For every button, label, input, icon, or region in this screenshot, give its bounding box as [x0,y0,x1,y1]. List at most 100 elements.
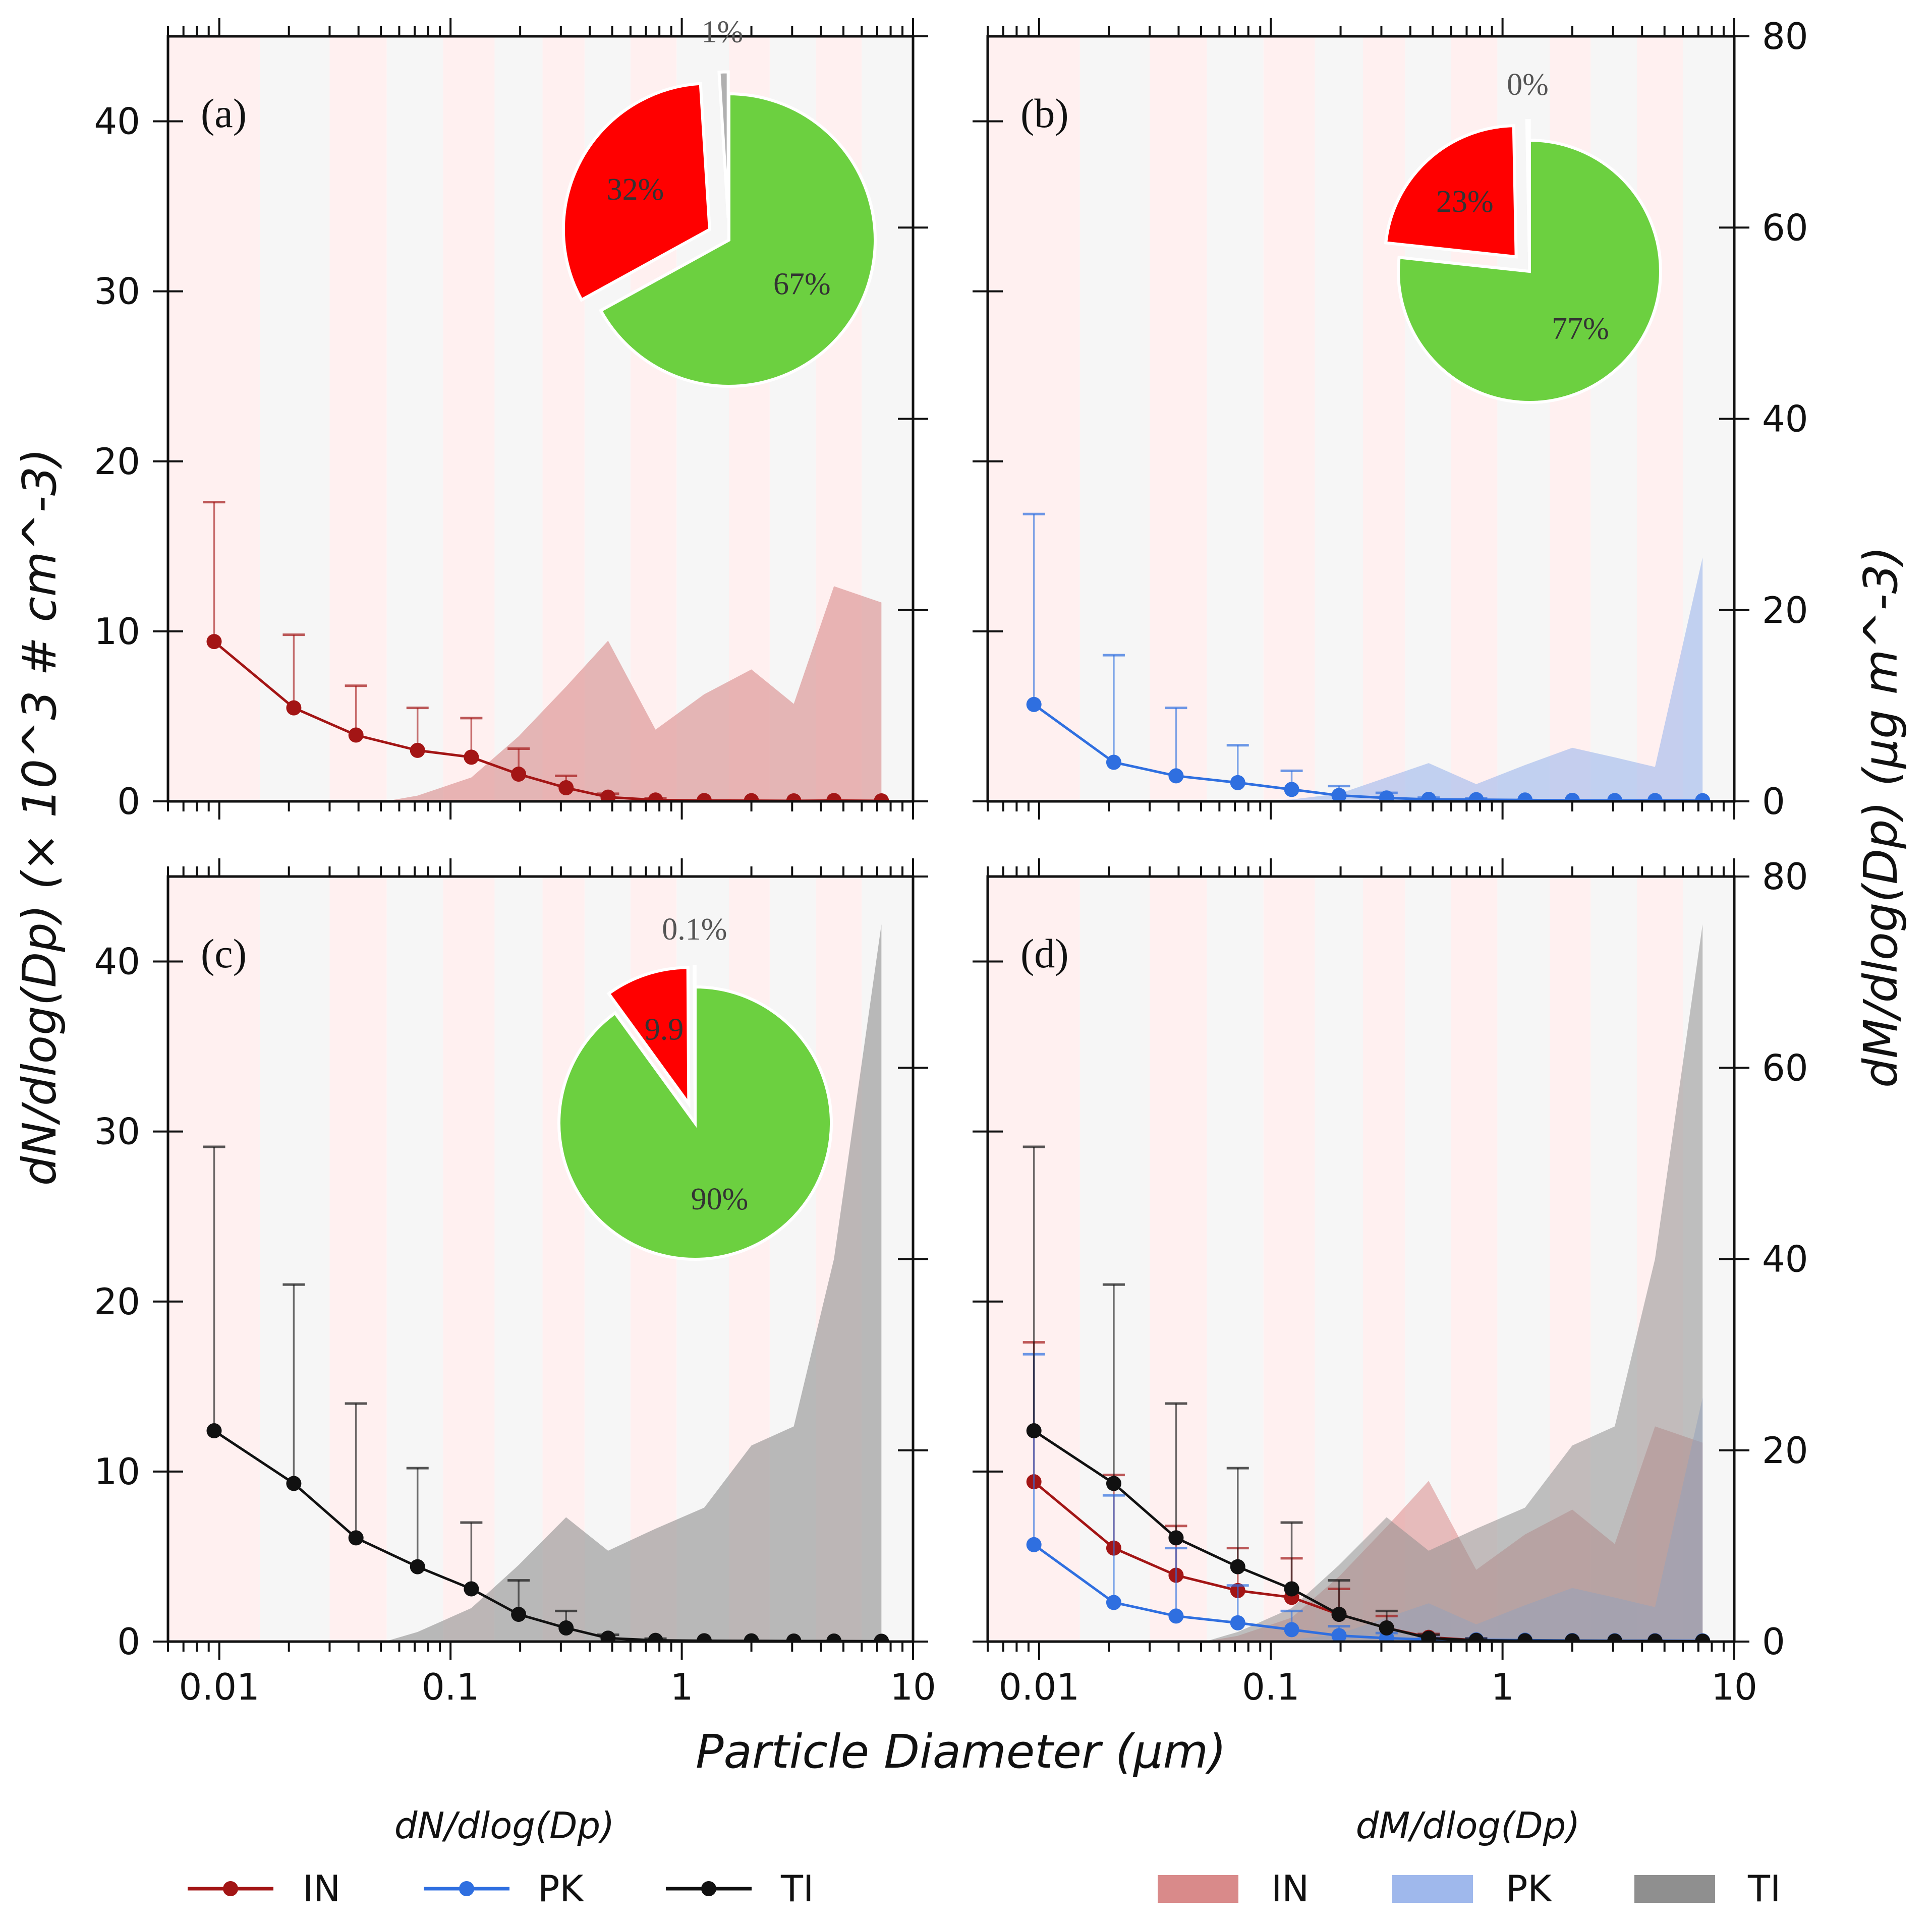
data-point [558,780,574,796]
x-axis-label: Particle Diameter (μm) [696,1725,1226,1779]
data-point [1168,768,1184,784]
y-right-tick-label: 40 [1762,398,1808,440]
data-point [786,793,802,801]
y-right-tick-label: 0 [1762,780,1785,823]
legend-mass-in-swatch [1158,1875,1238,1903]
data-point [874,793,889,801]
panel-letter: (b) [1020,90,1069,136]
y-left-tick-label: 40 [94,941,140,983]
data-point [1106,754,1121,770]
background-stripe [443,36,495,801]
panel-c: 0.01 0.1 1 10 0 10 20 30 40 (c) 0.1% 9.9 90% [94,858,936,1708]
y-left-tick-label: 30 [94,1111,140,1153]
pie-slice [561,82,711,302]
background-stripe [1150,877,1207,1642]
data-point [206,634,222,650]
data-point [696,1633,712,1642]
pie-chart: 0.1% 9.9 90% [557,912,833,1261]
data-point [826,1633,842,1642]
data-point [600,789,616,801]
background-stripe [1150,36,1207,801]
mass-areas [214,586,882,801]
legend-mass-title: dM/dlog(Dp) [1356,1804,1580,1847]
pie-slice [557,985,833,1261]
data-point [1106,1595,1121,1610]
y-left-ticks [973,960,1003,1643]
y-left-tick-label: 0 [117,1620,140,1663]
x-tick-label: 0.1 [422,1666,480,1708]
panel-letter: (c) [201,930,247,976]
data-point [1517,792,1533,801]
y-left-axis-label: dN/dlog(Dp) (× 10^3 # cm^-3) [13,448,67,1186]
y-right-tick-label: 80 [1762,855,1808,898]
y-right-ticks: 0 20 40 60 80 [1719,855,1808,1663]
legend-mass-in: IN [1158,1867,1309,1910]
pie-label: 32% [607,172,664,207]
data-point [1331,1607,1347,1622]
y-right-tick-label: 20 [1762,589,1808,631]
data-point [1647,1633,1663,1642]
legend-number: dN/dlog(Dp) IN PK TI [188,1804,814,1910]
pie-slice [1397,138,1662,404]
y-left-tick-label: 10 [94,1450,140,1493]
x-tick-label: 1 [1491,1666,1514,1708]
legend-mass-pk-label: PK [1506,1867,1552,1910]
y-right-tick-label: 40 [1762,1238,1808,1280]
mass-area-ti [214,924,882,1642]
background-stripe [1263,36,1315,801]
pie-chart: 0% 23% 77% [1384,68,1662,404]
data-point [696,793,712,801]
data-point [648,792,663,801]
data-point [826,793,842,801]
legend-mass-in-label: IN [1271,1867,1309,1910]
legend-number-pk-marker [459,1881,474,1896]
data-point [1026,1423,1042,1438]
legend-mass: dM/dlog(Dp) IN PK TI [1158,1804,1781,1910]
data-point [348,727,364,743]
data-point [786,1633,802,1642]
background-stripe [443,877,495,1642]
legend-number-in: IN [188,1867,340,1910]
x-ticks [987,18,1735,820]
panel-b: 0 20 40 60 80 (b) 0% 23% 77% [973,15,1808,823]
y-right-ticks: 0 20 40 60 80 [1719,15,1808,823]
data-point [1230,1615,1245,1630]
data-point [1647,793,1663,801]
legend-number-pk-label: PK [538,1867,584,1910]
legend-mass-ti: TI [1634,1867,1781,1910]
x-tick-label: 10 [1711,1666,1757,1708]
x-ticks [167,18,914,820]
x-tick-label: 10 [890,1666,936,1708]
data-point [1331,1628,1347,1642]
y-left-tick-label: 20 [94,440,140,483]
data-point [1421,791,1437,801]
data-point [1026,1537,1042,1552]
data-point [600,1630,616,1642]
background-stripe [260,36,330,801]
pie-label: 0% [1507,68,1549,102]
x-tick-label: 0.1 [1242,1666,1300,1708]
pie-label: 77% [1552,312,1609,346]
legend-number-ti: TI [666,1867,814,1910]
x-tick-label: 0.01 [179,1666,260,1708]
x-ticks: 0.01 0.1 1 10 [167,858,936,1708]
pie-slice [598,92,877,388]
data-point [1468,1632,1484,1642]
mass-areas [1034,557,1703,801]
legend-mass-pk-swatch [1392,1875,1473,1903]
data-point [558,1620,574,1636]
mass-areas [1034,924,1703,1642]
background-stripe [494,36,543,801]
y-right-tick-label: 20 [1762,1429,1808,1472]
x-tick-label: 1 [670,1666,694,1708]
data-point [1607,793,1623,801]
pie-chart: 1% 32% 67% [561,15,877,388]
pie-label: 1% [702,15,744,49]
data-point [648,1632,663,1642]
data-point [1468,792,1484,801]
legend-number-in-label: IN [303,1867,340,1910]
background-stripe [1590,36,1637,801]
y-right-tick-label: 60 [1762,206,1808,249]
panel-d: 0.01 0.1 1 100 20 40 60 80 (d) [973,855,1808,1708]
background-stripe [1363,877,1405,1642]
